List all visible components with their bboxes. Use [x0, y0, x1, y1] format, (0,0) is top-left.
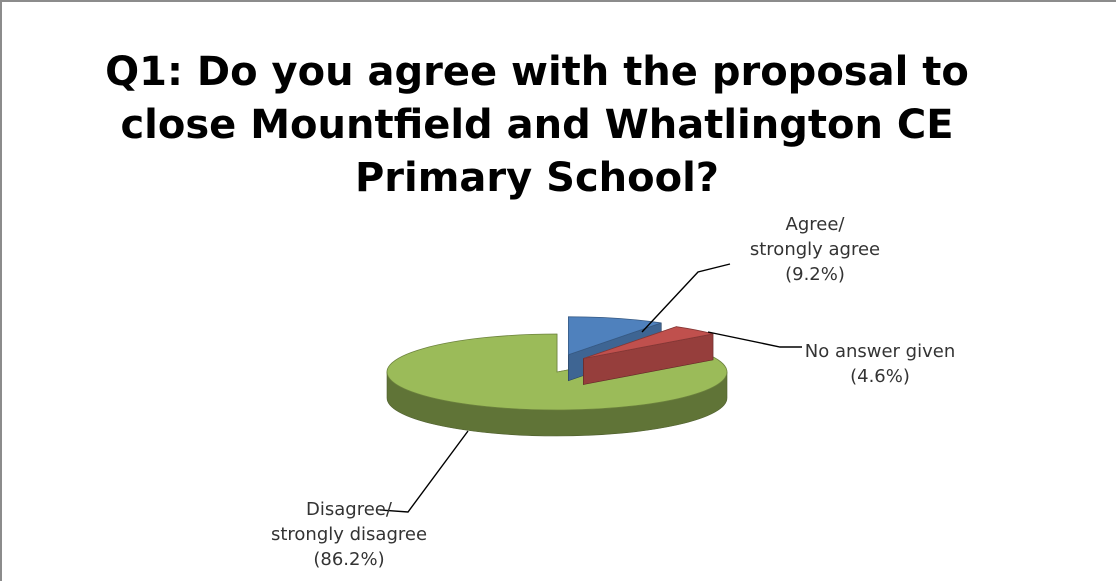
slice-label-no-answer-line-1: No answer given: [804, 341, 956, 362]
slice-label-disagree-line-2: strongly disagree: [270, 524, 428, 545]
leader-line-disagree: [379, 430, 469, 513]
pie-slice-no-answer-top: [583, 326, 714, 359]
slice-label-agree-line-3: (9.2%): [785, 264, 845, 285]
chart-title: Q1: Do you agree with the proposal to cl…: [82, 46, 992, 205]
chart-title-line-3: Primary School?: [354, 155, 720, 201]
slice-label-agree: Agree/ strongly agree (9.2%): [730, 212, 900, 287]
pie-slice-disagree-top: [386, 333, 728, 411]
chart-title-line-2: close Mountfield and Whatlington CE: [120, 102, 954, 148]
pie-slice-agree-top: [568, 316, 662, 356]
leader-line-no-answer: [707, 331, 802, 348]
slice-label-disagree: Disagree/ strongly disagree (86.2%): [254, 497, 444, 572]
slice-label-disagree-line-1: Disagree/: [306, 499, 392, 520]
slice-label-agree-line-2: strongly agree: [749, 239, 881, 260]
leader-line-agree: [641, 263, 731, 333]
slice-label-no-answer-line-2: (4.6%): [850, 366, 910, 387]
pie-slice-no-answer: [583, 326, 714, 385]
slice-label-disagree-line-3: (86.2%): [313, 549, 385, 570]
slice-label-no-answer: No answer given (4.6%): [795, 339, 965, 389]
chart-title-line-1: Q1: Do you agree with the proposal to: [105, 49, 969, 95]
slice-label-agree-line-1: Agree/: [785, 214, 845, 235]
